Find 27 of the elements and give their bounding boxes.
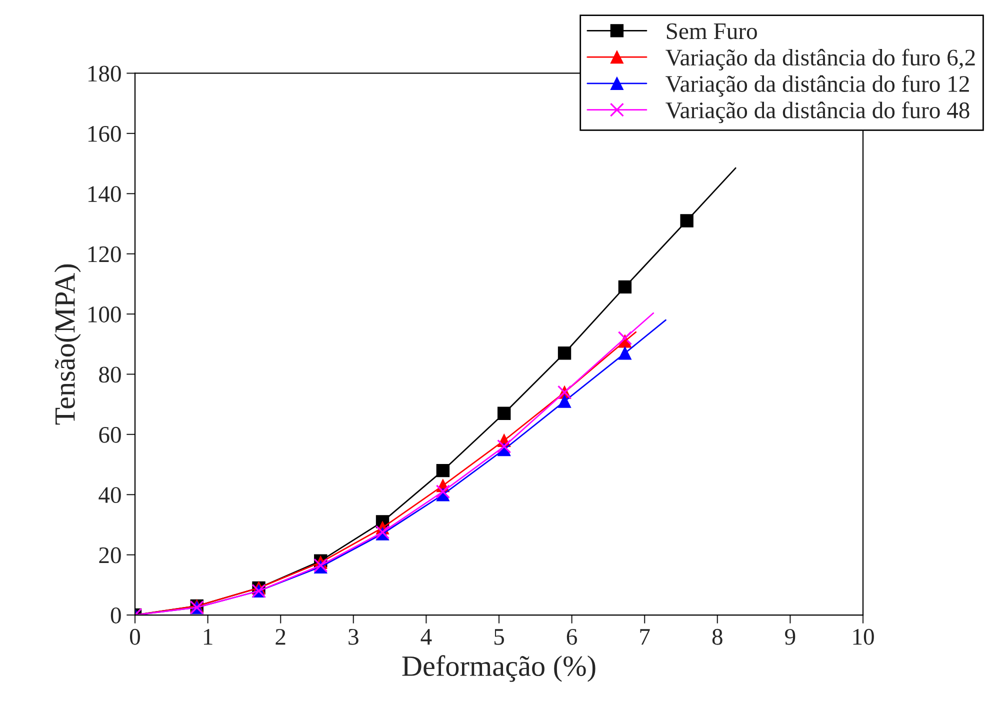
y-tick-label: 20 — [99, 547, 121, 564]
x-tick-label: 2 — [276, 628, 286, 645]
x-tick-label: 0 — [130, 628, 140, 645]
x-tick-label: 9 — [785, 628, 796, 645]
y-tick-label: 120 — [88, 246, 121, 262]
legend-label: Variação da distância do furo 12 — [666, 75, 969, 97]
y-tick-label: 0 — [110, 608, 121, 624]
x-tick-label: 8 — [712, 628, 722, 645]
y-tick-label: 60 — [99, 426, 121, 443]
x-tick-label: 10 — [853, 628, 874, 645]
legend-label: Variação da distância do furo 6,2 — [666, 48, 975, 70]
y-tick-label: 140 — [88, 186, 121, 202]
x-tick-label: 3 — [348, 628, 358, 645]
y-axis-title: Tensão(MPA) — [54, 264, 81, 425]
x-tick-label: 4 — [420, 629, 432, 645]
legend-label: Sem Furo — [666, 23, 757, 40]
y-tick-label: 80 — [99, 366, 121, 383]
x-tick-label: 5 — [494, 629, 504, 645]
x-tick-label: 7 — [640, 629, 650, 645]
legend-label: Variação da distância do furo 48 — [666, 101, 970, 124]
y-tick-label: 100 — [88, 306, 121, 322]
x-axis-title: Deformação (%) — [402, 655, 596, 682]
x-tick-label: 6 — [566, 628, 577, 645]
x-tick-label: 1 — [204, 629, 212, 645]
y-tick-label: 40 — [98, 487, 121, 504]
y-tick-label: 180 — [88, 66, 121, 82]
y-tick-label: 160 — [88, 126, 121, 142]
